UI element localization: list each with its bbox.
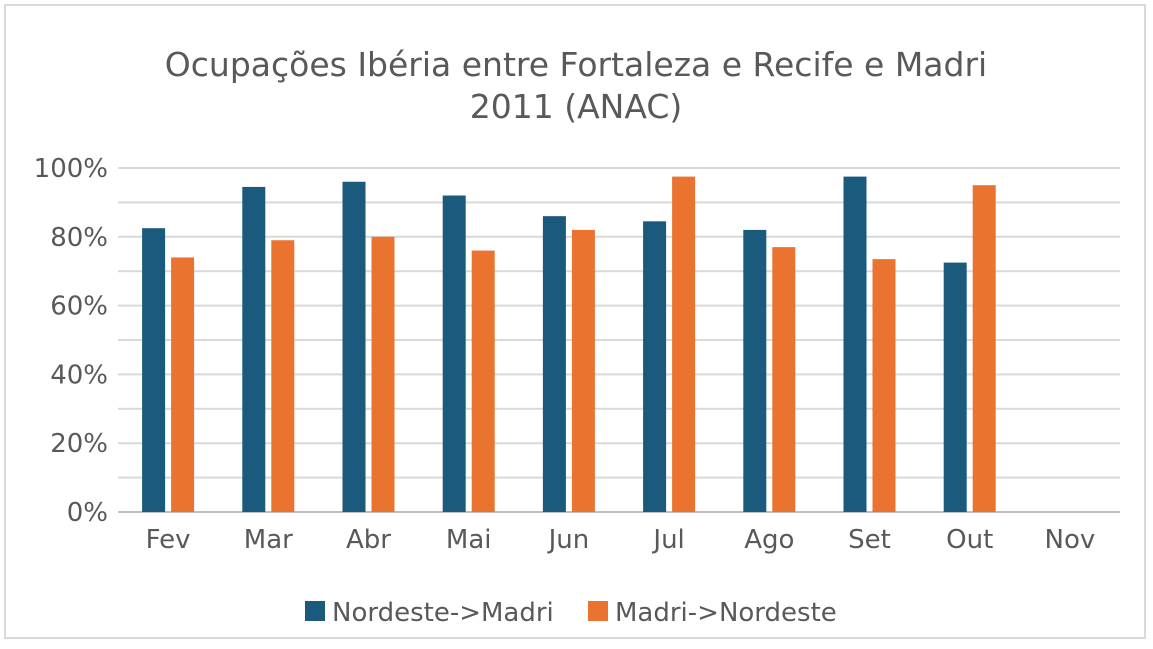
y-tick-label: 40% (50, 360, 108, 390)
x-tick-label: Fev (146, 525, 191, 555)
bar-nordeste-madri-fev (142, 228, 166, 512)
bar-nordeste-madri-abr (342, 181, 366, 512)
bar-nordeste-madri-ago (743, 229, 767, 513)
bar-nordeste-madri-out (943, 262, 967, 512)
legend: Nordeste->Madri Madri->Nordeste (305, 598, 837, 628)
legend-label: Madri->Nordeste (615, 598, 837, 628)
bar-madri-nordeste-jun (571, 229, 595, 513)
bar-madri-nordeste-fev (171, 257, 195, 512)
x-tick-label: Ago (744, 525, 794, 555)
bar-madri-nordeste-set (872, 259, 896, 512)
bar-madri-nordeste-mar (271, 240, 295, 513)
gridlines (118, 167, 1120, 513)
x-axis-ticks: Fev Mar Abr Mai Jun Jul Ago Set Out Nov (146, 525, 1096, 555)
y-tick-label: 100% (34, 154, 108, 184)
bar-nordeste-madri-jul (643, 221, 667, 512)
y-tick-label: 0% (67, 498, 108, 528)
bar-madri-nordeste-mai (471, 250, 495, 512)
y-tick-label: 60% (50, 292, 108, 322)
x-tick-label: Mar (244, 525, 293, 555)
x-tick-label: Set (848, 525, 891, 555)
y-axis-ticks: 0% 20% 40% 60% 80% 100% (34, 154, 108, 528)
x-tick-label: Jul (651, 525, 684, 555)
legend-swatch (588, 601, 608, 621)
bar-nordeste-madri-mar (242, 186, 266, 513)
bars (142, 176, 996, 513)
bar-madri-nordeste-jul (672, 176, 696, 512)
bar-nordeste-madri-jun (542, 216, 566, 512)
bar-nordeste-madri-mai (442, 195, 466, 512)
legend-swatch (305, 601, 325, 621)
y-tick-label: 20% (50, 429, 108, 459)
chart-title: Ocupações Ibéria entre Fortaleza e Recif… (165, 45, 987, 84)
bar-madri-nordeste-out (972, 185, 996, 512)
bar-nordeste-madri-set (843, 176, 867, 512)
y-tick-label: 80% (50, 223, 108, 253)
x-tick-label: Abr (346, 525, 391, 555)
chart-subtitle: 2011 (ANAC) (470, 87, 683, 126)
x-tick-label: Jun (547, 525, 590, 555)
bar-madri-nordeste-ago (772, 247, 796, 512)
bar-madri-nordeste-abr (371, 236, 395, 513)
x-tick-label: Nov (1045, 525, 1096, 555)
x-tick-label: Mai (446, 525, 492, 555)
legend-label: Nordeste->Madri (332, 598, 554, 628)
x-tick-label: Out (946, 525, 993, 555)
